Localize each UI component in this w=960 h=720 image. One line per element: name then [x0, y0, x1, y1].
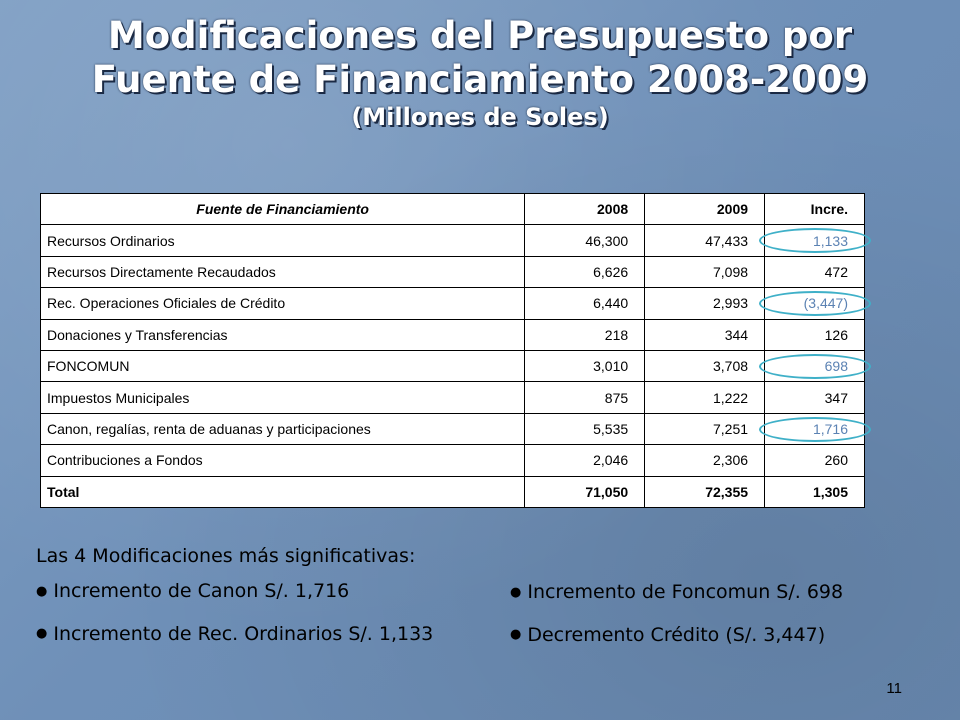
row-2009: 2,993 — [644, 287, 766, 320]
row-incre-highlighted: 698 — [759, 349, 872, 383]
row-incre: 347 — [764, 381, 865, 414]
row-2008: 3,010 — [524, 349, 646, 383]
row-name: Rec. Operaciones Oficiales de Crédito — [39, 287, 526, 320]
total-2009: 72,355 — [644, 475, 766, 508]
row-incre-highlighted: 1,133 — [759, 224, 872, 257]
row-2008: 5,535 — [524, 412, 646, 446]
list-item: ● Decremento Crédito (S/. 3,447) — [510, 623, 843, 648]
header-2008: 2008 — [524, 192, 646, 226]
total-name: Total — [39, 475, 526, 508]
table-row: Contribuciones a Fondos 2,046 2,306 260 — [39, 444, 865, 477]
row-incre: 260 — [764, 444, 865, 477]
bullet-icon: ● — [510, 584, 522, 600]
row-2009: 3,708 — [644, 349, 766, 383]
row-2009: 2,306 — [644, 444, 766, 477]
row-2008: 46,300 — [524, 224, 646, 257]
row-name: Recursos Directamente Recaudados — [39, 255, 526, 289]
list-item: ● Incremento de Foncomun S/. 698 — [510, 580, 843, 605]
list-item-text: Incremento de Rec. Ordinarios S/. 1,133 — [53, 622, 434, 645]
table-row: Donaciones y Transferencias 218 344 126 — [39, 318, 865, 351]
slide-number: 11 — [886, 680, 902, 697]
budget-table: Fuente de Financiamiento 2008 2009 Incre… — [39, 192, 872, 508]
list-item-text: Decremento Crédito (S/. 3,447) — [527, 623, 826, 646]
row-2009: 344 — [644, 318, 766, 351]
list-item-text: Incremento de Canon S/. 1,716 — [53, 580, 350, 602]
table-header-row: Fuente de Financiamiento 2008 2009 Incre… — [39, 192, 865, 226]
list-item-text: Incremento de Foncomun S/. 698 — [527, 581, 844, 603]
list-item: ● Incremento de Canon S/. 1,716 — [36, 579, 433, 604]
row-incre: 472 — [764, 255, 865, 289]
highlight-oval — [759, 353, 872, 379]
bullet-icon: ● — [36, 583, 48, 599]
row-2008: 875 — [524, 381, 646, 414]
row-2009: 7,251 — [644, 412, 766, 446]
table-row: Rec. Operaciones Oficiales de Crédito 6,… — [39, 287, 872, 320]
header-fuente: Fuente de Financiamiento — [39, 192, 526, 226]
row-incre-highlighted: (3,447) — [759, 287, 872, 320]
row-incre: (3,447) — [803, 295, 848, 312]
title-line-2: Fuente de Financiamiento 2008-2009 — [91, 58, 869, 101]
header-incre: Incre. — [764, 192, 865, 226]
row-name: Recursos Ordinarios — [39, 224, 526, 257]
notes-right: ● Incremento de Foncomun S/. 698 ● Decreme… — [510, 580, 843, 665]
table-row: FONCOMUN 3,010 3,708 698 — [39, 349, 872, 383]
row-name: Contribuciones a Fondos — [39, 444, 526, 477]
total-2008: 71,050 — [524, 475, 646, 508]
row-incre: 1,133 — [812, 232, 848, 249]
notes-heading: Las 4 Modificaciones más significativas: — [36, 545, 416, 567]
row-2009: 7,098 — [644, 255, 766, 289]
slide-title: Modificaciones del Presupuesto por Fuent… — [0, 14, 960, 132]
table-row: Impuestos Municipales 875 1,222 347 — [39, 381, 865, 414]
table-total-row: Total 71,050 72,355 1,305 — [39, 475, 865, 508]
notes-left: Las 4 Modificaciones más significativas:… — [36, 545, 433, 664]
bullet-icon: ● — [510, 627, 522, 642]
list-item: ● Incremento de Rec. Ordinarios S/. 1,133 — [36, 622, 433, 647]
row-incre: 698 — [824, 358, 848, 375]
row-incre-highlighted: 1,716 — [759, 412, 872, 446]
row-name: Donaciones y Transferencias — [39, 318, 526, 351]
row-2008: 2,046 — [524, 444, 646, 477]
row-2008: 6,440 — [524, 287, 646, 320]
table-row: Recursos Directamente Recaudados 6,626 7… — [39, 255, 865, 289]
table-row: Recursos Ordinarios 46,300 47,433 1,133 — [39, 224, 872, 257]
title-line-1: Modificaciones del Presupuesto por — [107, 14, 853, 57]
header-2009: 2009 — [644, 192, 766, 226]
row-incre: 126 — [764, 318, 865, 351]
row-2009: 1,222 — [644, 381, 766, 414]
row-name: Impuestos Municipales — [39, 381, 526, 414]
row-2008: 6,626 — [524, 255, 646, 289]
title-subtitle: (Millones de Soles) — [351, 103, 609, 131]
bullet-icon: ● — [36, 626, 48, 641]
row-2008: 218 — [524, 318, 646, 351]
table-row: Canon, regalías, renta de aduanas y part… — [39, 412, 872, 446]
row-incre: 1,716 — [812, 420, 848, 437]
row-name: Canon, regalías, renta de aduanas y part… — [39, 412, 526, 446]
total-incre: 1,305 — [764, 475, 865, 508]
row-2009: 47,433 — [644, 224, 766, 257]
row-name: FONCOMUN — [39, 349, 526, 383]
